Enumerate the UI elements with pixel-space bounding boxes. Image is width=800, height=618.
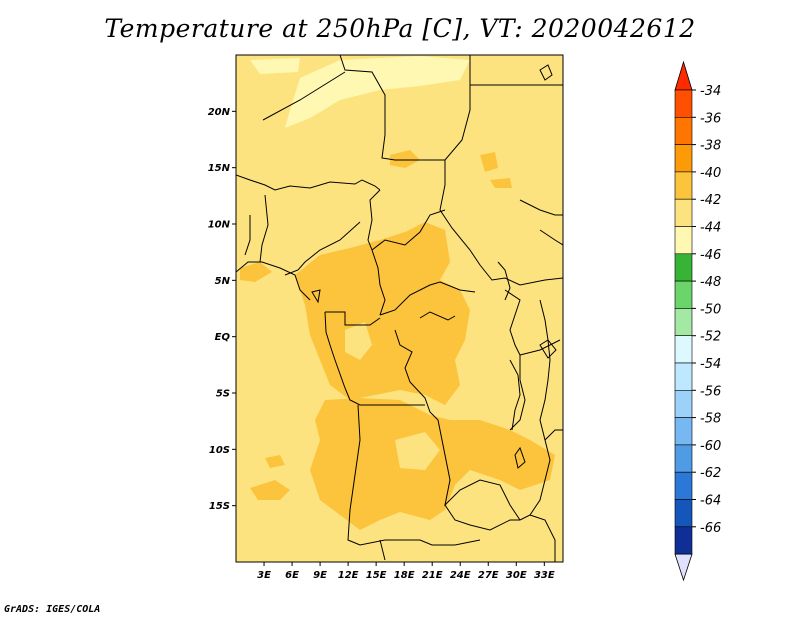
field-cold-region bbox=[310, 398, 555, 530]
lat-tick-label: 15N bbox=[208, 163, 231, 174]
colorbar-swatch bbox=[674, 335, 693, 364]
field-cold-region bbox=[265, 455, 285, 468]
lon-tick-label: 24E bbox=[450, 570, 471, 581]
field-warm-patch bbox=[345, 322, 372, 360]
colorbar-label: -38 bbox=[700, 139, 721, 154]
latitude-axis: 20N 15N 10N 5N EQ 5S 10S 15S bbox=[208, 107, 236, 512]
colorbar-label: -48 bbox=[700, 275, 721, 290]
colorbar-swatch bbox=[674, 253, 693, 282]
lon-tick-label: 9E bbox=[313, 570, 327, 581]
field-warm-region bbox=[285, 56, 470, 128]
colorbar-label: -36 bbox=[700, 111, 721, 126]
longitude-axis: 3E 6E 9E 12E 15E 18E 21E 24E 27E 30E 33E bbox=[257, 562, 555, 581]
colorbar-label: -52 bbox=[700, 330, 721, 345]
lon-tick-label: 6E bbox=[285, 570, 299, 581]
colorbar-swatch bbox=[674, 444, 693, 473]
field-cold-region bbox=[295, 222, 470, 405]
colorbar-top-arrow bbox=[674, 60, 693, 91]
colorbar-swatch bbox=[674, 226, 693, 255]
colorbar-swatch bbox=[674, 526, 693, 555]
colorbar-swatch bbox=[674, 280, 693, 309]
field-warm-patch bbox=[470, 485, 505, 510]
lon-tick-label: 27E bbox=[478, 570, 499, 581]
colorbar-swatch bbox=[674, 89, 693, 118]
lat-tick-label: 15S bbox=[209, 501, 230, 512]
lat-tick-label: 5S bbox=[216, 389, 230, 400]
colorbar-swatch bbox=[674, 389, 693, 418]
lon-tick-label: 15E bbox=[366, 570, 387, 581]
lon-tick-label: 18E bbox=[394, 570, 415, 581]
field-cold-region bbox=[240, 262, 272, 282]
field-cold-region bbox=[480, 152, 498, 172]
temperature-field bbox=[236, 55, 563, 562]
colorbar-label: -60 bbox=[700, 439, 721, 454]
colorbar-bottom-arrow bbox=[674, 553, 693, 582]
country-borders bbox=[236, 55, 563, 562]
colorbar-label: -46 bbox=[700, 248, 721, 263]
colorbar-label: -50 bbox=[700, 302, 721, 317]
lon-tick-label: 21E bbox=[422, 570, 443, 581]
field-warm-region bbox=[250, 58, 300, 74]
colorbar-swatch bbox=[674, 144, 693, 173]
colorbar-swatch bbox=[674, 362, 693, 391]
lat-tick-label: 10N bbox=[208, 220, 231, 231]
colorbar-swatch bbox=[674, 471, 693, 500]
lon-tick-label: 33E bbox=[534, 570, 555, 581]
grads-credit: GrADS: IGES/COLA bbox=[4, 604, 101, 615]
field-cold-region bbox=[390, 150, 420, 168]
colorbar-label: -64 bbox=[700, 494, 721, 509]
colorbar-label: -58 bbox=[700, 412, 721, 427]
colorbar-swatch bbox=[674, 308, 693, 336]
map-frame bbox=[235, 54, 564, 563]
field-cold-region bbox=[250, 480, 290, 500]
colorbar-label: -56 bbox=[700, 384, 721, 399]
map-title: Temperature at 250hPa [C], VT: 202004261… bbox=[104, 14, 696, 43]
colorbar-label: -66 bbox=[700, 521, 721, 536]
lat-tick-label: 20N bbox=[208, 107, 231, 118]
lon-tick-label: 12E bbox=[338, 570, 359, 581]
lat-tick-label: 10S bbox=[209, 445, 230, 456]
colorbar-label: -34 bbox=[700, 84, 721, 99]
lon-tick-label: 3E bbox=[257, 570, 271, 581]
colorbar: -34 -36 -38 -40 -42 -44 -46 -48 -50 -52 -54 -56 -58 -… bbox=[674, 60, 721, 582]
colorbar-swatch bbox=[674, 117, 693, 145]
colorbar-label: -44 bbox=[700, 221, 721, 236]
colorbar-swatch bbox=[674, 499, 693, 528]
field-cold-region bbox=[490, 178, 512, 188]
colorbar-swatch bbox=[674, 171, 693, 200]
lon-tick-label: 30E bbox=[506, 570, 527, 581]
colorbar-label: -62 bbox=[700, 466, 721, 481]
colorbar-swatch bbox=[674, 198, 693, 227]
colorbar-label: -42 bbox=[700, 193, 721, 208]
field-warm-patch bbox=[395, 432, 440, 470]
colorbar-label: -54 bbox=[700, 357, 721, 372]
lat-tick-label: EQ bbox=[215, 332, 231, 343]
colorbar-swatch bbox=[674, 417, 693, 446]
colorbar-label: -40 bbox=[700, 166, 721, 181]
lat-tick-label: 5N bbox=[215, 276, 231, 287]
